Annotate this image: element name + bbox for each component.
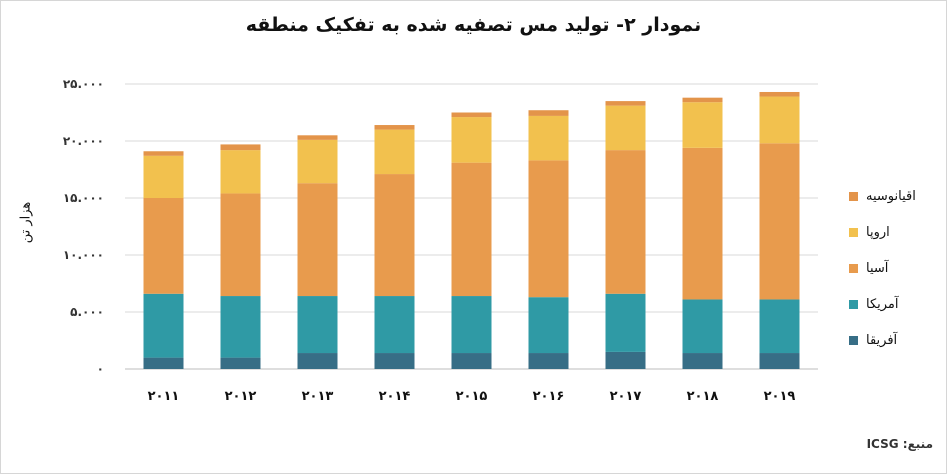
bar-segment (143, 198, 184, 294)
y-tick-label: ۱۵.۰۰۰ (63, 191, 104, 205)
legend-item: اقیانوسیه (849, 188, 939, 204)
bar-segment (220, 150, 261, 194)
legend-swatch (849, 227, 858, 237)
bar-segment (605, 101, 646, 106)
bar-segment (374, 174, 415, 297)
chart-legend: اقیانوسیه اروپا آسیا آمریکا آفریقا (849, 188, 939, 368)
bar-segment (451, 296, 492, 354)
legend-label: اقیانوسیه (866, 188, 916, 204)
legend-item: آسیا (849, 260, 939, 276)
bar-segment (297, 139, 338, 184)
bar-segment (297, 183, 338, 297)
bar-segment (528, 297, 569, 354)
bar-segment (528, 110, 569, 116)
legend-item: آفریقا (849, 332, 939, 348)
legend-item: آمریکا (849, 296, 939, 312)
x-tick-label: ۲۰۱۶ (533, 389, 565, 404)
x-tick-label: ۲۰۱۷ (610, 389, 642, 404)
bar-segment (374, 129, 415, 175)
legend-swatch (849, 335, 858, 345)
bar-segment (451, 353, 492, 369)
x-tick-label: ۲۰۱۲ (225, 389, 257, 404)
x-tick-label: ۲۰۱۳ (302, 389, 334, 404)
bar-segment (297, 135, 338, 140)
bar-segment (759, 143, 800, 300)
x-tick-label: ۲۰۱۱ (148, 389, 180, 404)
legend-swatch (849, 191, 858, 201)
y-tick-label: ۲۰.۰۰۰ (63, 134, 104, 148)
chart-title: نمودار ۲- تولید مس تصفیه شده به تفکیک من… (245, 14, 702, 36)
legend-label: آسیا (866, 260, 889, 276)
bar-segment (528, 160, 569, 298)
x-tick-label: ۲۰۱۹ (764, 389, 796, 404)
bar-segment (220, 144, 261, 151)
bar-segment (220, 193, 261, 297)
bar-segment (759, 299, 800, 354)
bar-segment (759, 96, 800, 144)
bar-segment (528, 353, 569, 369)
bar-segment (143, 293, 184, 358)
bar-segment (374, 296, 415, 354)
bar-segment (682, 102, 723, 148)
bar-segment (143, 357, 184, 369)
bar-segment (759, 353, 800, 369)
source-note: منبع: ICSG (866, 437, 933, 451)
y-tick-label: ۱۰.۰۰۰ (63, 248, 104, 262)
bar-segment (220, 357, 261, 369)
bar-segment (528, 115, 569, 161)
bar-segment (297, 353, 338, 369)
bar-segment (682, 147, 723, 300)
x-tick-label: ۲۰۱۴ (379, 389, 411, 404)
legend-label: اروپا (866, 224, 890, 240)
y-tick-label: ۰ (97, 362, 104, 376)
bar-segment (605, 351, 646, 369)
legend-swatch (849, 263, 858, 273)
bar-segment (297, 296, 338, 354)
bar-segment (605, 293, 646, 352)
y-tick-label: ۲۵.۰۰۰ (63, 77, 104, 91)
bar-segment (451, 112, 492, 118)
bar-segment (220, 296, 261, 358)
legend-label: آفریقا (866, 332, 898, 348)
legend-item: اروپا (849, 224, 939, 240)
bar-segment (682, 353, 723, 369)
legend-swatch (849, 299, 858, 309)
bar-segment (682, 299, 723, 354)
bar-segment (682, 97, 723, 103)
y-tick-label: ۵.۰۰۰ (70, 305, 104, 319)
bar-segment (143, 155, 184, 198)
bar-segment (143, 151, 184, 156)
bar-segment (605, 150, 646, 294)
bar-segment (374, 125, 415, 130)
x-tick-label: ۲۰۱۵ (456, 389, 488, 404)
bar-segment (374, 353, 415, 369)
bar-segment (451, 162, 492, 297)
bar-segment (451, 117, 492, 163)
x-tick-label: ۲۰۱۸ (687, 389, 719, 404)
legend-label: آمریکا (866, 296, 899, 312)
bar-segment (605, 105, 646, 151)
bar-segment (759, 91, 800, 97)
